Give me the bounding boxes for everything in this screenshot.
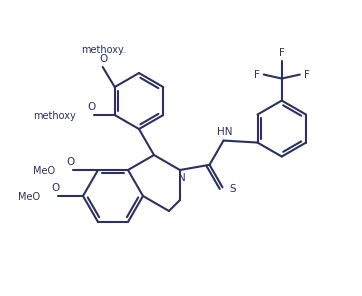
Text: O: O [100, 54, 108, 64]
Text: O: O [51, 184, 60, 193]
Text: methoxy: methoxy [81, 45, 124, 55]
Text: F: F [304, 70, 310, 80]
Text: F: F [279, 48, 285, 58]
Text: O: O [67, 157, 75, 168]
Text: methoxy: methoxy [33, 111, 76, 121]
Text: F: F [254, 70, 260, 80]
Text: S: S [230, 184, 236, 194]
Text: MeO: MeO [33, 166, 55, 176]
Text: O: O [87, 102, 96, 112]
Text: MeO: MeO [18, 192, 40, 202]
Text: HN: HN [217, 127, 233, 137]
Text: methoxy: methoxy [121, 52, 127, 53]
Text: N: N [178, 173, 185, 183]
